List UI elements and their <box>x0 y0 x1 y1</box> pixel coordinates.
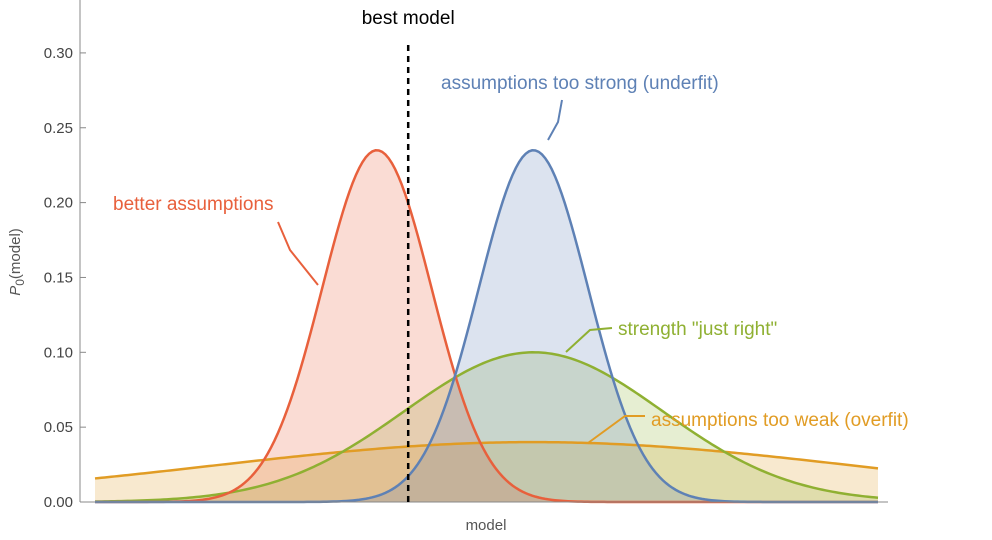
y-axis-label: P0(model) <box>7 228 27 296</box>
leader-too-weak <box>587 415 645 444</box>
svg-text:P0(model): P0(model) <box>7 228 27 296</box>
y-tick-label: 0.00 <box>44 494 73 511</box>
y-tick-label: 0.15 <box>44 269 73 286</box>
y-tick-label: 0.20 <box>44 195 73 212</box>
y-axis-label-rest: (model) <box>7 228 24 279</box>
series-area <box>95 352 878 502</box>
label-better-assumptions: better assumptions <box>113 194 274 215</box>
x-axis-label: model <box>466 517 507 534</box>
y-axis-ticks: 0.00 0.05 0.10 0.15 0.20 0.25 0.30 <box>44 45 86 511</box>
label-too-weak: assumptions too weak (overfit) <box>651 410 909 431</box>
y-tick-label: 0.25 <box>44 120 73 137</box>
leader-better-assumptions <box>277 221 319 286</box>
y-tick-label: 0.05 <box>44 419 73 436</box>
series-area <box>95 150 878 502</box>
leader-too-strong <box>547 99 563 141</box>
best-model-label: best model <box>362 8 455 29</box>
y-tick-label: 0.10 <box>44 344 73 361</box>
y-axis-label-sub: 0 <box>13 279 27 286</box>
series-area <box>95 150 878 502</box>
y-tick-label: 0.30 <box>44 45 73 62</box>
leader-just-right <box>565 327 613 353</box>
series-line <box>94 440 879 480</box>
label-just-right: strength "just right" <box>618 319 777 340</box>
y-axis-label-main: P <box>7 286 24 296</box>
label-too-strong: assumptions too strong (underfit) <box>441 73 719 94</box>
